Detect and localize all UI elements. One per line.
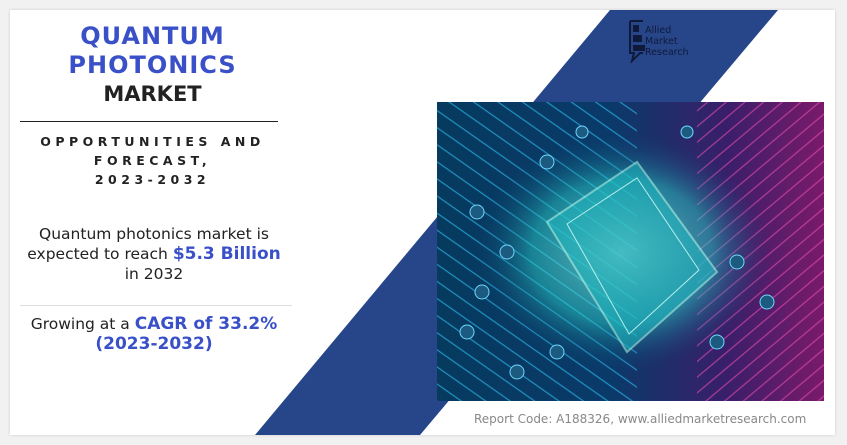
subtitle-line-1: OPPORTUNITIES AND bbox=[40, 134, 265, 149]
market-value: $5.3 Billion bbox=[172, 244, 281, 264]
allied-market-research-logo: Allied Market Research bbox=[628, 19, 718, 65]
circuit-chip-image bbox=[437, 102, 824, 401]
logo-icon bbox=[629, 20, 645, 65]
stat-text: Growing at a bbox=[30, 315, 135, 333]
stat-text: Quantum photonics market is expected to … bbox=[27, 225, 269, 263]
title-line-1: QUANTUM bbox=[80, 22, 225, 50]
infographic-card: QUANTUM PHOTONICS MARKET OPPORTUNITIES A… bbox=[10, 10, 835, 435]
logo-text: Allied bbox=[645, 25, 672, 36]
title-highlight: QUANTUM PHOTONICS bbox=[20, 22, 285, 80]
subtitle-line-2: FORECAST, bbox=[93, 153, 212, 168]
report-code: Report Code: A188326, www.alliedmarketre… bbox=[474, 412, 807, 426]
subtitle: OPPORTUNITIES AND FORECAST, 2023-2032 bbox=[20, 132, 285, 189]
market-size-stat: Quantum photonics market is expected to … bbox=[20, 224, 288, 284]
divider bbox=[20, 121, 278, 122]
logo-text: Market bbox=[645, 36, 678, 47]
logo-text: Research bbox=[645, 47, 689, 58]
cagr-stat: Growing at a CAGR of 33.2% (2023-2032) bbox=[20, 314, 288, 354]
stat-year: in 2032 bbox=[124, 265, 184, 283]
cagr-value: CAGR of 33.2% (2023-2032) bbox=[95, 314, 278, 354]
title-line-2: PHOTONICS bbox=[68, 51, 237, 79]
title-market: MARKET bbox=[103, 82, 202, 106]
divider bbox=[20, 305, 292, 306]
subtitle-line-3: 2023-2032 bbox=[94, 172, 211, 187]
